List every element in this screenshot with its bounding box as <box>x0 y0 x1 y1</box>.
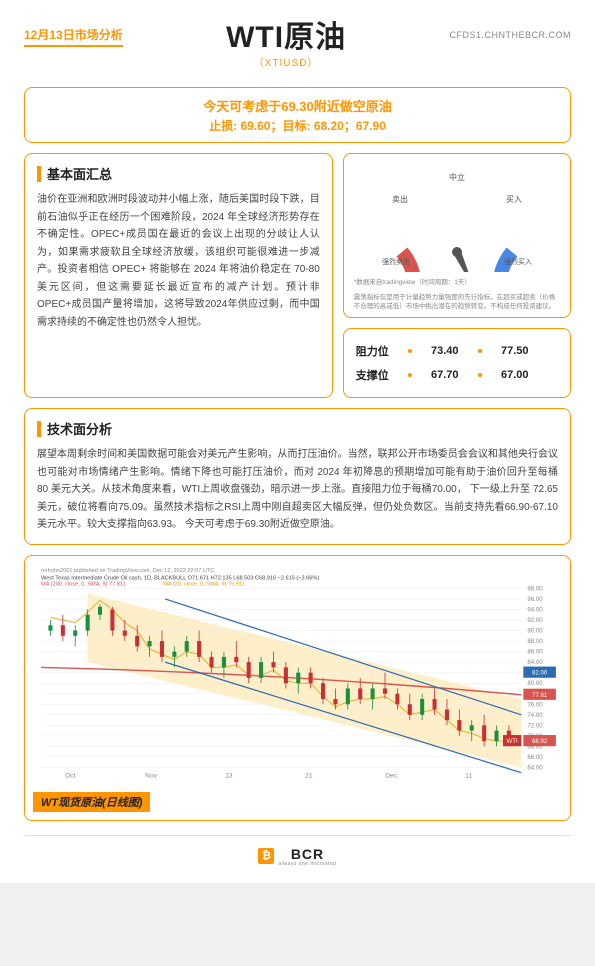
svg-text:WTI: WTI <box>507 738 518 745</box>
svg-text:74.00: 74.00 <box>527 712 543 719</box>
svg-text:买入: 买入 <box>506 195 522 204</box>
gauge-footnote2: 震荡指标仅是用于计量趋势力量强度的先行指标，在超买或超卖（价格不合理的高或低）市… <box>354 293 560 311</box>
header: 12月13日市场分析 WTI原油 （XTIUSD） CFDS1.CHNTHEBC… <box>0 0 595 77</box>
logo-icon: ₿ <box>258 848 274 864</box>
tip-levels: 止损: 69.60；目标: 68.20；67.90 <box>35 117 560 134</box>
technical-box: 技术面分析 展望本周剩余时间和美国数据可能会对美元产生影响，从而打压油价。当然，… <box>24 408 571 545</box>
resistance-row: 阻力位 73.40 77.50 <box>356 339 558 363</box>
svg-text:mrhoho2001 published on Tradin: mrhoho2001 published on TradingView.com,… <box>41 568 214 574</box>
svg-text:98.00: 98.00 <box>527 585 543 592</box>
svg-text:90.00: 90.00 <box>527 627 543 634</box>
svg-text:64.00: 64.00 <box>527 764 543 771</box>
svg-text:84.00: 84.00 <box>527 659 543 666</box>
dot-icon <box>478 373 482 377</box>
dot-icon <box>408 373 412 377</box>
svg-text:82.00: 82.00 <box>532 669 548 676</box>
title-block: WTI原油 （XTIUSD） <box>123 12 450 69</box>
fundamental-body: 油价在亚洲和欧洲时段波动并小幅上涨，随后美国时段下跌，目前石油似乎正在经历一个困… <box>37 191 320 331</box>
page-title: WTI原油 <box>123 12 450 56</box>
source-url: CFDS1.CHNTHEBCR.COM <box>449 30 571 40</box>
gauge-box: 中立卖出 买入强烈卖出 强烈买入 *数据来自tradingview（时间周期：1天）… <box>343 153 571 318</box>
tip-entry: 今天可考虑于69.30附近做空原油 <box>35 96 560 115</box>
svg-text:中立: 中立 <box>449 172 465 182</box>
dot-icon <box>478 349 482 353</box>
svg-text:13: 13 <box>225 772 233 779</box>
svg-text:76.00: 76.00 <box>527 701 543 708</box>
title-bar-icon <box>37 166 41 182</box>
resistance-v2: 77.50 <box>490 345 540 357</box>
svg-text:88.00: 88.00 <box>527 638 543 645</box>
svg-text:Dec: Dec <box>385 772 397 779</box>
svg-text:77.81: 77.81 <box>532 692 548 699</box>
svg-text:Nov: Nov <box>145 772 157 779</box>
ticker: （XTIUSD） <box>123 54 450 69</box>
dot-icon <box>408 349 412 353</box>
svg-text:强烈卖出: 强烈卖出 <box>382 257 410 266</box>
svg-text:68.92: 68.92 <box>532 738 548 745</box>
technical-title: 技术面分析 <box>47 419 112 438</box>
svg-text:94.00: 94.00 <box>527 606 543 613</box>
support-label: 支撑位 <box>356 367 400 383</box>
svg-text:强烈买入: 强烈买入 <box>504 257 532 266</box>
logo: ₿ BCR always one microstep <box>258 846 336 867</box>
support-v1: 67.70 <box>420 369 470 381</box>
svg-text:Oct: Oct <box>65 772 75 779</box>
svg-text:MA (20, close, 0, SMA, 9) 75.: MA (20, close, 0, SMA, 9) 75.911 <box>163 581 244 587</box>
title-bar-icon <box>37 421 41 437</box>
svg-text:96.00: 96.00 <box>527 596 543 603</box>
svg-text:MA (200, close, 0, SMA, 9) 77: MA (200, close, 0, SMA, 9) 77.811 <box>41 581 126 587</box>
trade-tip-box: 今天可考虑于69.30附近做空原油 止损: 69.60；目标: 68.20；67… <box>24 87 571 143</box>
svg-text:11: 11 <box>465 772 472 779</box>
resistance-label: 阻力位 <box>356 343 400 359</box>
svg-text:72.00: 72.00 <box>527 722 543 729</box>
svg-text:21: 21 <box>305 772 313 779</box>
svg-text:92.00: 92.00 <box>527 617 543 624</box>
chart-caption: WT现货原油(日线图) <box>33 792 150 812</box>
support-row: 支撑位 67.70 67.00 <box>356 363 558 387</box>
date-label: 12月13日市场分析 <box>24 26 123 47</box>
footer: ₿ BCR always one microstep <box>24 835 571 883</box>
price-chart: 98.00 96.00 94.00 92.00 90.00 88.00 86.00 84.00… <box>33 564 562 788</box>
svg-text:卖出: 卖出 <box>392 194 408 204</box>
svg-text:66.00: 66.00 <box>527 754 543 761</box>
fundamental-title: 基本面汇总 <box>47 164 112 183</box>
gauge-footnote1: *数据来自tradingview（时间周期：1天） <box>354 278 560 287</box>
levels-box: 阻力位 73.40 77.50 支撑位 67.70 67.00 <box>343 328 571 398</box>
svg-text:West Texas Intermediate Crude: West Texas Intermediate Crude Oil cash, … <box>41 575 319 581</box>
svg-text:80.00: 80.00 <box>527 680 543 687</box>
fundamental-box: 基本面汇总 油价在亚洲和欧洲时段波动并小幅上涨，随后美国时段下跌，目前石油似乎正… <box>24 153 333 398</box>
technical-body: 展望本周剩余时间和美国数据可能会对美元产生影响，从而打压油价。当然，联邦公开市场… <box>37 446 558 534</box>
logo-text: BCR <box>278 846 336 862</box>
logo-sub: always one microstep <box>278 861 336 867</box>
gauge-chart: 中立卖出 买入强烈卖出 强烈买入 <box>362 162 552 272</box>
support-v2: 67.00 <box>490 369 540 381</box>
chart-box: 98.00 96.00 94.00 92.00 90.00 88.00 86.00 84.00… <box>24 555 571 821</box>
resistance-v1: 73.40 <box>420 345 470 357</box>
svg-text:86.00: 86.00 <box>527 648 543 655</box>
